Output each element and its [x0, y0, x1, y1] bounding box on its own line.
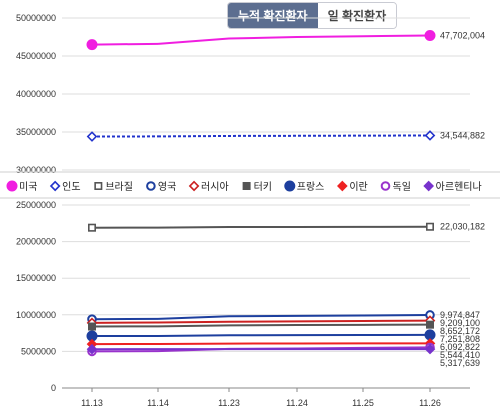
legend: 미국 인도 브라질 영국 러시아 터키 프랑스 이란 독일 아르헨티나 — [6, 180, 482, 193]
legend-marker — [284, 180, 296, 192]
data-point-marker — [424, 29, 436, 41]
series-line — [157, 323, 431, 328]
x-tick-label: 11.23 — [218, 398, 240, 408]
x-tick-label: 11.14 — [147, 398, 169, 408]
series-터키 — [88, 320, 434, 331]
series-line — [157, 34, 431, 45]
series-프랑스 — [86, 329, 436, 342]
series-line — [157, 342, 431, 346]
data-point-marker — [88, 223, 97, 232]
y-tick-label: 35000000 — [16, 127, 56, 137]
data-point-marker — [425, 320, 434, 329]
legend-item-인도: 인도 — [49, 180, 81, 193]
series-line — [157, 319, 431, 324]
data-point-marker — [424, 329, 436, 341]
x-tick-label: 11.13 — [81, 398, 103, 408]
legend-item-브라질: 브라질 — [94, 181, 133, 193]
end-value-label: 47,702,004 — [440, 30, 485, 40]
y-tick-label: 50000000 — [16, 13, 56, 23]
series-인도 — [86, 130, 436, 142]
y-tick-label: 0 — [51, 383, 56, 393]
series-아르헨티나 — [86, 343, 436, 355]
legend-marker — [49, 180, 61, 192]
x-tick-label: 11.25 — [352, 398, 374, 408]
y-tick-label: 20000000 — [16, 237, 56, 247]
legend-marker — [380, 181, 391, 191]
data-point-marker — [88, 322, 97, 331]
legend-item-터키: 터키 — [242, 181, 272, 193]
end-value-label: 5,317,639 — [440, 358, 480, 368]
tab-cumulative-cases[interactable]: 누적 확진환자 — [228, 3, 318, 28]
end-value-label: 9,209,100 — [440, 318, 480, 328]
series-line — [157, 134, 431, 138]
legend-label: 영국 — [158, 181, 176, 193]
data-point-marker — [424, 130, 436, 141]
legend-label: 프랑스 — [297, 181, 325, 193]
legend-item-이란: 이란 — [337, 180, 368, 193]
legend-label: 러시아 — [201, 181, 229, 193]
y-tick-label: 10000000 — [16, 310, 56, 320]
legend-label: 인도 — [62, 181, 80, 193]
legend-marker — [188, 180, 200, 192]
y-tick-label: 45000000 — [16, 51, 56, 61]
data-point-marker — [86, 131, 98, 142]
legend-marker — [423, 180, 435, 192]
legend-item-아르헨티나: 아르헨티나 — [423, 180, 482, 193]
x-tick-label: 11.26 — [419, 398, 441, 408]
y-tick-label: 30000000 — [16, 165, 56, 175]
end-value-label: 9,974,847 — [440, 310, 480, 320]
legend-label: 독일 — [393, 181, 411, 193]
legend-marker — [94, 182, 103, 191]
legend-item-프랑스: 프랑스 — [284, 180, 325, 193]
legend-item-영국: 영국 — [146, 181, 176, 193]
series-미국 — [86, 29, 436, 51]
legend-marker — [337, 180, 348, 192]
data-point-marker — [86, 39, 98, 51]
data-point-marker — [425, 222, 434, 231]
legend-label: 아르헨티나 — [436, 181, 482, 193]
legend-label: 미국 — [19, 181, 37, 193]
end-value-label: 22,030,182 — [440, 222, 485, 232]
legend-item-독일: 독일 — [380, 181, 411, 193]
tab-daily-cases[interactable]: 일 확진환자 — [317, 3, 397, 28]
end-value-label: 34,544,882 — [440, 130, 485, 140]
y-tick-label: 25000000 — [16, 200, 56, 210]
data-point-marker — [86, 343, 98, 355]
legend-item-미국: 미국 — [6, 180, 37, 193]
series-브라질 — [88, 222, 434, 232]
end-value-label: 7,251,808 — [440, 334, 480, 344]
series-line — [91, 42, 159, 46]
legend-label: 터키 — [254, 181, 272, 193]
series-line — [157, 333, 431, 337]
series-line — [157, 225, 431, 229]
series-line — [157, 313, 431, 320]
legend-marker — [6, 180, 18, 192]
end-value-label: 6,092,822 — [440, 342, 480, 352]
chart-panel-bottom: 0 5000000 10000000 15000000 20000000 25000000… — [16, 200, 485, 393]
legend-label: 이란 — [349, 181, 367, 193]
legend-marker — [242, 182, 251, 191]
y-tick-label: 5000000 — [21, 346, 56, 356]
y-tick-label: 40000000 — [16, 89, 56, 99]
y-tick-label: 15000000 — [16, 273, 56, 283]
legend-marker — [146, 181, 156, 191]
x-tick-label: 11.24 — [286, 398, 308, 408]
data-point-marker — [424, 343, 436, 355]
view-tabs: 누적 확진환자 일 확진환자 — [227, 2, 398, 29]
legend-label: 브라질 — [105, 181, 133, 193]
end-value-label: 8,652,172 — [440, 326, 480, 336]
legend-item-러시아: 러시아 — [188, 180, 229, 193]
chart-panel-top: 30000000 35000000 40000000 45000000 50000000… — [16, 13, 485, 175]
end-value-label: 5,544,410 — [440, 350, 480, 360]
